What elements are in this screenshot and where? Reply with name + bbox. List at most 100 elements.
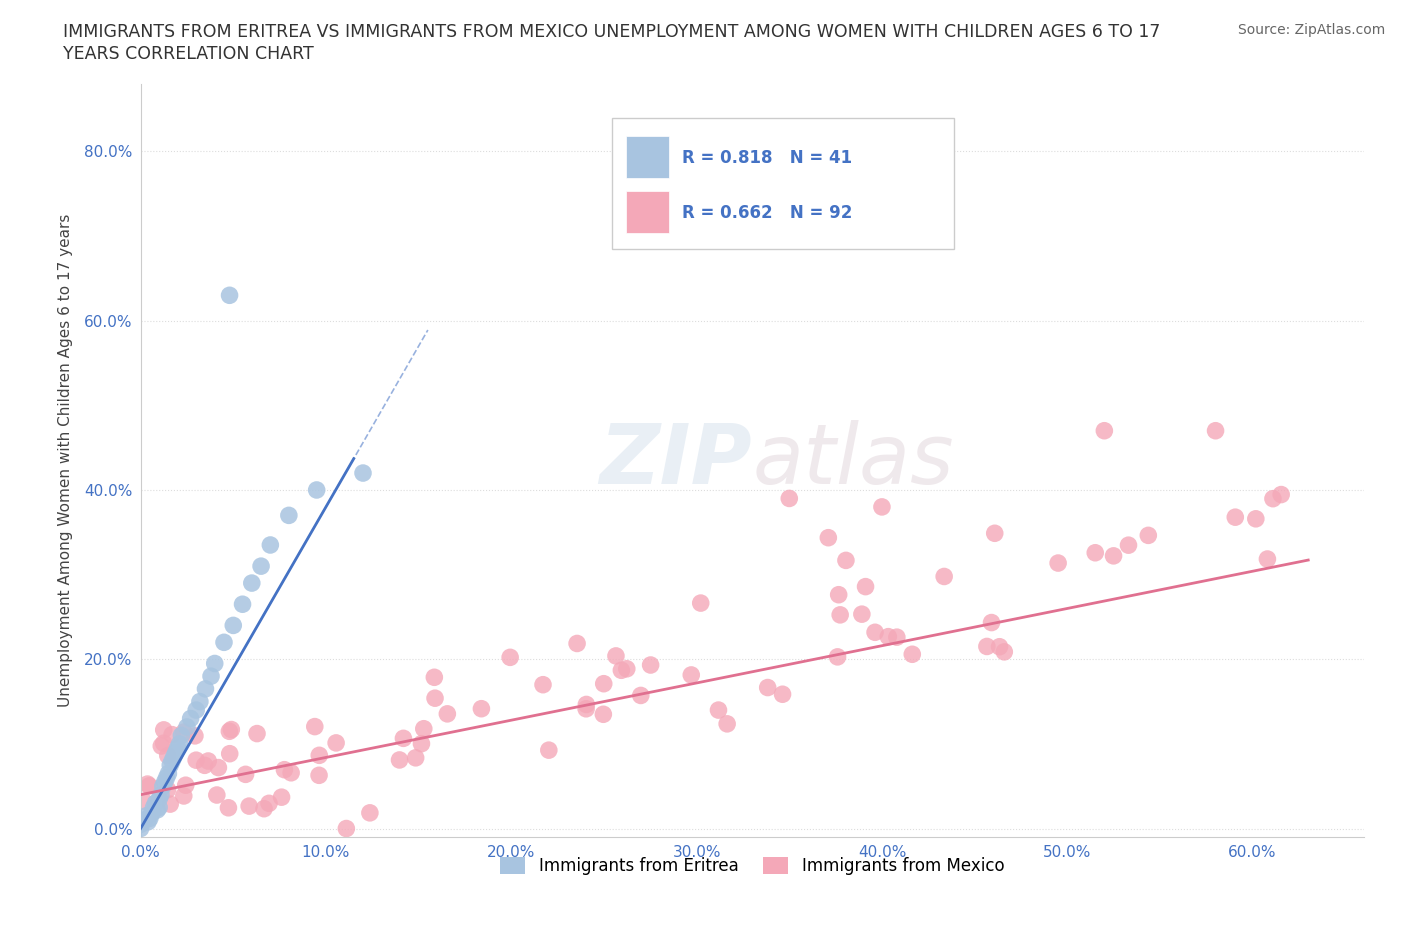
Point (976, 639, 998, 654)
Point (835, 553, 858, 568)
Point (280, 765, 302, 780)
Point (169, 737, 191, 751)
Point (411, 737, 433, 751)
Point (188, 694, 211, 709)
Point (250, 559, 273, 574)
Point (136, 777, 159, 791)
Point (1205, 423, 1227, 438)
Point (886, 630, 908, 644)
Text: R = 0.662   N = 92: R = 0.662 N = 92 (682, 204, 853, 221)
Point (205, 788, 228, 803)
Point (194, 682, 217, 697)
Point (1102, 549, 1125, 564)
Point (325, 736, 347, 751)
Legend: Immigrants from Eritrea, Immigrants from Mexico: Immigrants from Eritrea, Immigrants from… (494, 850, 1011, 882)
Point (877, 630, 900, 644)
Point (1225, 510, 1247, 525)
Point (616, 661, 638, 676)
Point (855, 579, 877, 594)
Point (392, 731, 415, 746)
Point (145, 796, 167, 811)
Point (630, 688, 652, 703)
Point (827, 649, 849, 664)
Point (152, 736, 174, 751)
Point (1118, 538, 1140, 552)
Point (993, 644, 1015, 659)
Point (200, 669, 222, 684)
Point (499, 650, 522, 665)
Point (983, 525, 1005, 540)
Point (817, 530, 839, 545)
Point (157, 766, 180, 781)
Point (531, 677, 554, 692)
Point (870, 499, 893, 514)
Point (238, 799, 260, 814)
Point (221, 722, 243, 737)
Point (640, 658, 662, 672)
Point (592, 676, 614, 691)
Point (423, 670, 446, 684)
Point (148, 800, 170, 815)
Text: Source: ZipAtlas.com: Source: ZipAtlas.com (1237, 23, 1385, 37)
Point (194, 758, 217, 773)
Point (165, 745, 187, 760)
Point (689, 595, 711, 610)
Point (934, 569, 956, 584)
Point (1244, 512, 1267, 526)
Point (141, 806, 163, 821)
Point (388, 752, 411, 767)
Point (778, 491, 800, 506)
Point (155, 770, 177, 785)
Point (152, 723, 174, 737)
Point (174, 777, 197, 792)
Text: YEARS CORRELATION CHART: YEARS CORRELATION CHART (63, 45, 314, 62)
Point (605, 648, 627, 663)
Point (197, 753, 219, 768)
Point (257, 796, 280, 811)
FancyBboxPatch shape (612, 117, 955, 249)
Point (184, 728, 207, 743)
Point (575, 697, 598, 711)
Point (436, 707, 458, 722)
Point (218, 746, 240, 761)
Point (150, 738, 173, 753)
Point (136, 815, 159, 830)
Point (231, 597, 254, 612)
Point (592, 707, 614, 722)
Point (277, 508, 299, 523)
Point (980, 615, 1002, 630)
Point (1047, 555, 1070, 570)
Point (207, 760, 229, 775)
Point (159, 797, 181, 812)
Point (1092, 423, 1115, 438)
Point (772, 687, 794, 702)
Point (150, 787, 172, 802)
Point (166, 740, 188, 755)
Point (176, 720, 198, 735)
Point (273, 763, 295, 777)
Point (851, 606, 873, 621)
Point (180, 711, 202, 726)
Point (146, 803, 169, 817)
Point (308, 768, 330, 783)
Text: atlas: atlas (752, 419, 953, 501)
Point (218, 288, 240, 303)
Text: ZIP: ZIP (599, 419, 752, 501)
Point (575, 701, 598, 716)
Point (1261, 491, 1284, 506)
Point (681, 668, 703, 683)
Point (610, 663, 633, 678)
FancyBboxPatch shape (626, 192, 669, 232)
Point (132, 794, 155, 809)
Point (863, 625, 886, 640)
Point (707, 703, 730, 718)
Point (270, 790, 292, 804)
FancyBboxPatch shape (626, 137, 669, 178)
Point (217, 801, 239, 816)
Point (134, 813, 156, 828)
Point (159, 758, 181, 773)
Point (235, 767, 257, 782)
Text: R = 0.818   N = 41: R = 0.818 N = 41 (682, 149, 852, 166)
Point (129, 817, 152, 831)
Point (253, 802, 276, 817)
